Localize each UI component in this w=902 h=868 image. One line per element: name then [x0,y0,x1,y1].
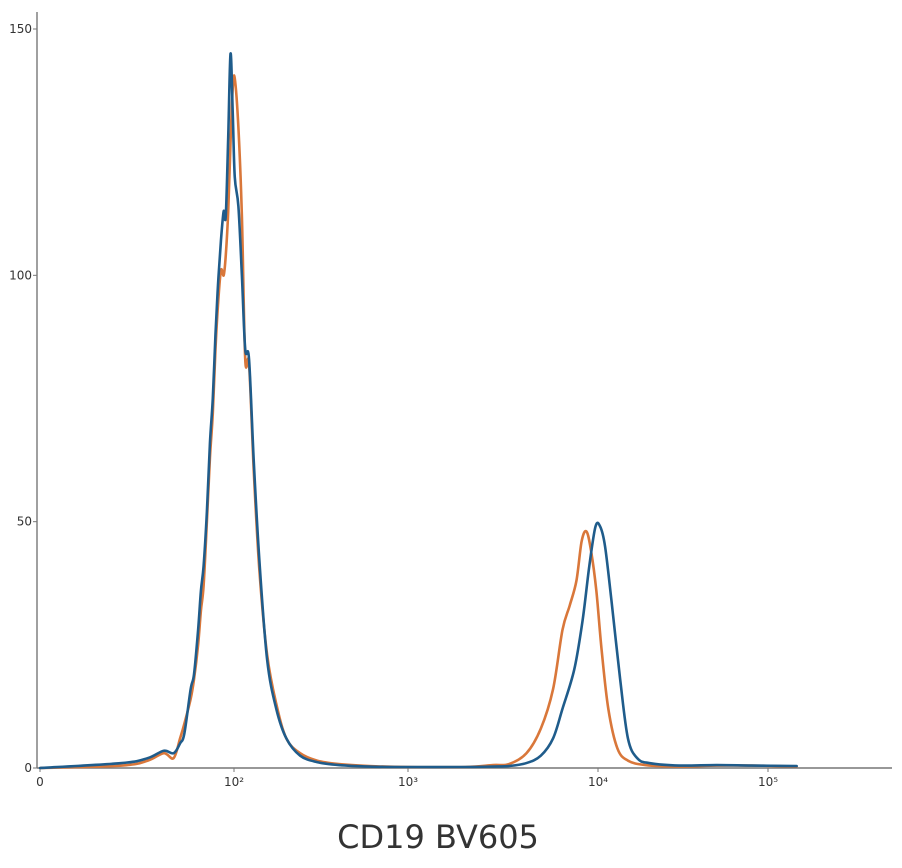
x-ticks: 0 10² 10³ 10⁴ 10⁵ [36,768,778,789]
x-tick-label: 10² [224,775,244,789]
series-layer [38,52,798,770]
x-tick-label: 10³ [398,775,418,789]
blue-histogram-line [38,52,798,770]
y-ticks: 0 50 100 150 [9,22,37,775]
axes [36,12,892,769]
y-tick-label: 0 [24,761,32,775]
x-tick-label: 0 [36,775,44,789]
y-tick-label: 150 [9,22,32,36]
x-tick-label: 10⁵ [758,775,778,789]
orange-histogram-line [38,74,798,770]
x-tick-label: 10⁴ [588,775,608,789]
x-axis-title: CD19 BV605 [337,818,539,856]
y-tick-label: 100 [9,268,32,282]
y-tick-label: 50 [17,515,32,529]
